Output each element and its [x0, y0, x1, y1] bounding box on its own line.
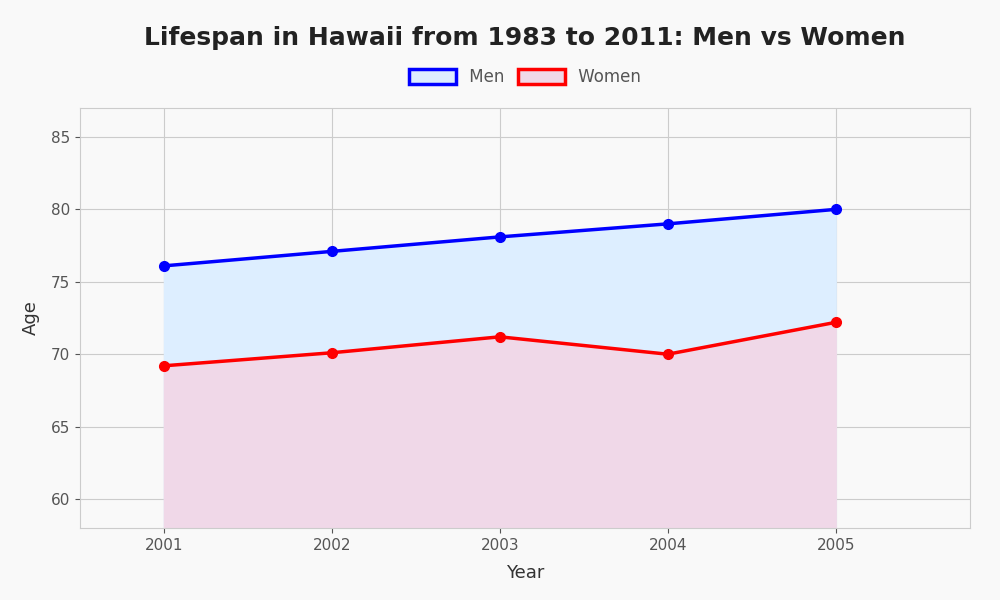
Legend:  Men,  Women: Men, Women: [403, 62, 647, 93]
Men: [494, 233, 506, 241]
X-axis label: Year: Year: [506, 564, 544, 582]
Line: Women: Women: [159, 317, 841, 371]
Men: [830, 206, 842, 213]
Women: [494, 333, 506, 340]
Women: [158, 362, 170, 370]
Women: [662, 350, 674, 358]
Men: [158, 262, 170, 269]
Women: [830, 319, 842, 326]
Women: [326, 349, 338, 356]
Men: [326, 248, 338, 255]
Y-axis label: Age: Age: [22, 301, 40, 335]
Title: Lifespan in Hawaii from 1983 to 2011: Men vs Women: Lifespan in Hawaii from 1983 to 2011: Me…: [144, 26, 906, 50]
Line: Men: Men: [159, 205, 841, 271]
Men: [662, 220, 674, 227]
